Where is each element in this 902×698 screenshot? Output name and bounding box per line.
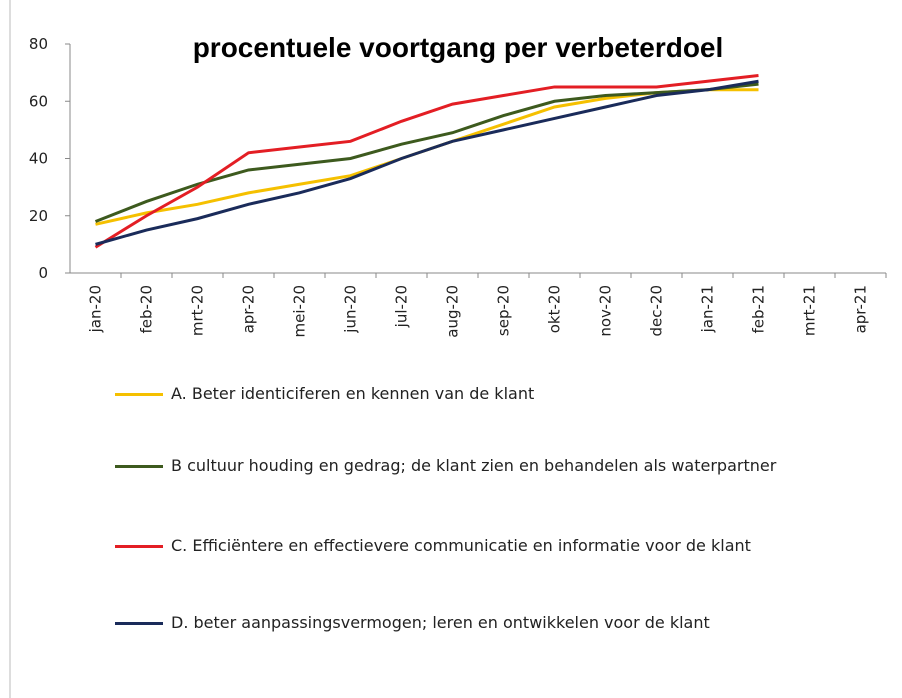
x-tick-label: jul-20 xyxy=(393,285,411,328)
x-tick-label: nov-20 xyxy=(597,285,615,337)
x-tick-label: aug-20 xyxy=(444,285,462,338)
x-tick-label: mei-20 xyxy=(291,285,309,338)
legend-swatch xyxy=(115,393,163,396)
x-tick-label: mrt-20 xyxy=(189,285,207,336)
x-tick-label: dec-20 xyxy=(648,285,666,337)
x-tick-label: jan-20 xyxy=(87,285,105,333)
legend-entry: B cultuur houding en gedrag; de klant zi… xyxy=(115,452,875,480)
x-tick-label: okt-20 xyxy=(546,285,564,333)
legend-label: A. Beter identiciferen en kennen van de … xyxy=(171,384,535,403)
x-tick-label: jun-20 xyxy=(342,285,360,334)
legend-entry: A. Beter identiciferen en kennen van de … xyxy=(115,380,875,408)
y-tick-label: 40 xyxy=(29,150,48,168)
x-tick-label: sep-20 xyxy=(495,285,513,336)
legend-swatch xyxy=(115,545,163,548)
x-tick-label: apr-20 xyxy=(240,285,258,333)
series-line xyxy=(95,79,759,246)
series-line xyxy=(94,82,759,223)
y-tick-label: 60 xyxy=(29,92,48,110)
x-tick-label: feb-20 xyxy=(138,285,156,334)
legend-label: C. Efficiëntere en effectievere communic… xyxy=(171,536,751,555)
series-line xyxy=(95,88,759,226)
legend-entry: C. Efficiëntere en effectievere communic… xyxy=(115,532,875,560)
x-tick-label: jan-21 xyxy=(699,285,717,333)
series-line xyxy=(94,73,759,249)
legend-label: D. beter aanpassingsvermogen; leren en o… xyxy=(171,613,710,632)
legend-entry: D. beter aanpassingsvermogen; leren en o… xyxy=(115,609,875,637)
legend-swatch xyxy=(115,622,163,625)
x-tick-label: mrt-21 xyxy=(801,285,819,336)
y-tick-label: 0 xyxy=(38,264,48,282)
chart-title: procentuele voortgang per verbeterdoel xyxy=(193,32,724,63)
y-tick-label: 80 xyxy=(29,35,48,53)
x-tick-label: feb-21 xyxy=(750,285,768,334)
x-tick-label: apr-21 xyxy=(852,285,870,333)
legend-label: B cultuur houding en gedrag; de klant zi… xyxy=(171,456,777,475)
legend-swatch xyxy=(115,465,163,468)
y-tick-label: 20 xyxy=(29,207,48,225)
